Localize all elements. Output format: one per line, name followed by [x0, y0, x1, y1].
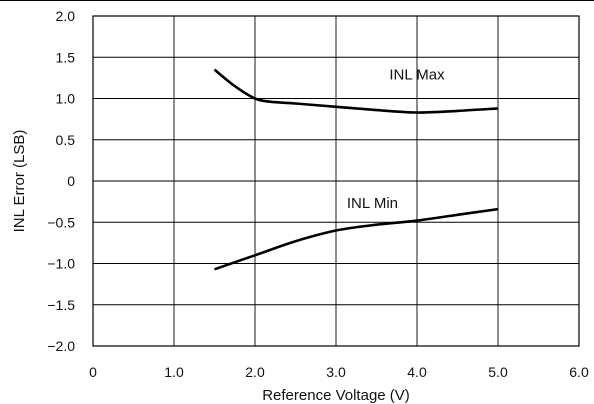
grid: [93, 16, 579, 346]
series-label: INL Max: [389, 67, 445, 84]
x-tick-label: 0: [89, 364, 97, 380]
top-rule: [0, 0, 594, 1]
x-tick-label: 3.0: [326, 364, 346, 380]
y-tick-label: 1.0: [56, 91, 76, 107]
series-line-inl-max: [213, 68, 499, 114]
series: [213, 68, 499, 271]
x-tick-label: 2.0: [245, 364, 265, 380]
series-label: INL Min: [347, 195, 398, 212]
x-tick-label: 1.0: [164, 364, 184, 380]
y-tick-label: −1.0: [47, 256, 75, 272]
y-tick-label: −1.5: [47, 297, 75, 313]
x-tick-label: 5.0: [488, 364, 508, 380]
y-tick-label: −0.5: [47, 214, 75, 230]
y-tick-label: 0.5: [56, 132, 76, 148]
y-tick-label: −2.0: [47, 338, 75, 354]
y-tick-label: 1.5: [56, 49, 76, 65]
y-axis-title: INL Error (LSB): [11, 130, 28, 233]
series-labels: INL Max INL Min: [347, 67, 445, 213]
y-tick-labels: 2.0 1.5 1.0 0.5 0 −0.5 −1.0 −1.5 −2.0: [47, 8, 75, 354]
x-tick-label: 4.0: [407, 364, 427, 380]
x-tick-labels: 0 1.0 2.0 3.0 4.0 5.0 6.0: [89, 364, 589, 380]
x-tick-label: 6.0: [569, 364, 589, 380]
series-line-inl-min: [214, 207, 499, 271]
plot-frame: [92, 15, 580, 347]
y-tick-label: 2.0: [56, 8, 76, 24]
x-axis-title: Reference Voltage (V): [262, 387, 410, 404]
y-tick-label: 0: [67, 173, 75, 189]
